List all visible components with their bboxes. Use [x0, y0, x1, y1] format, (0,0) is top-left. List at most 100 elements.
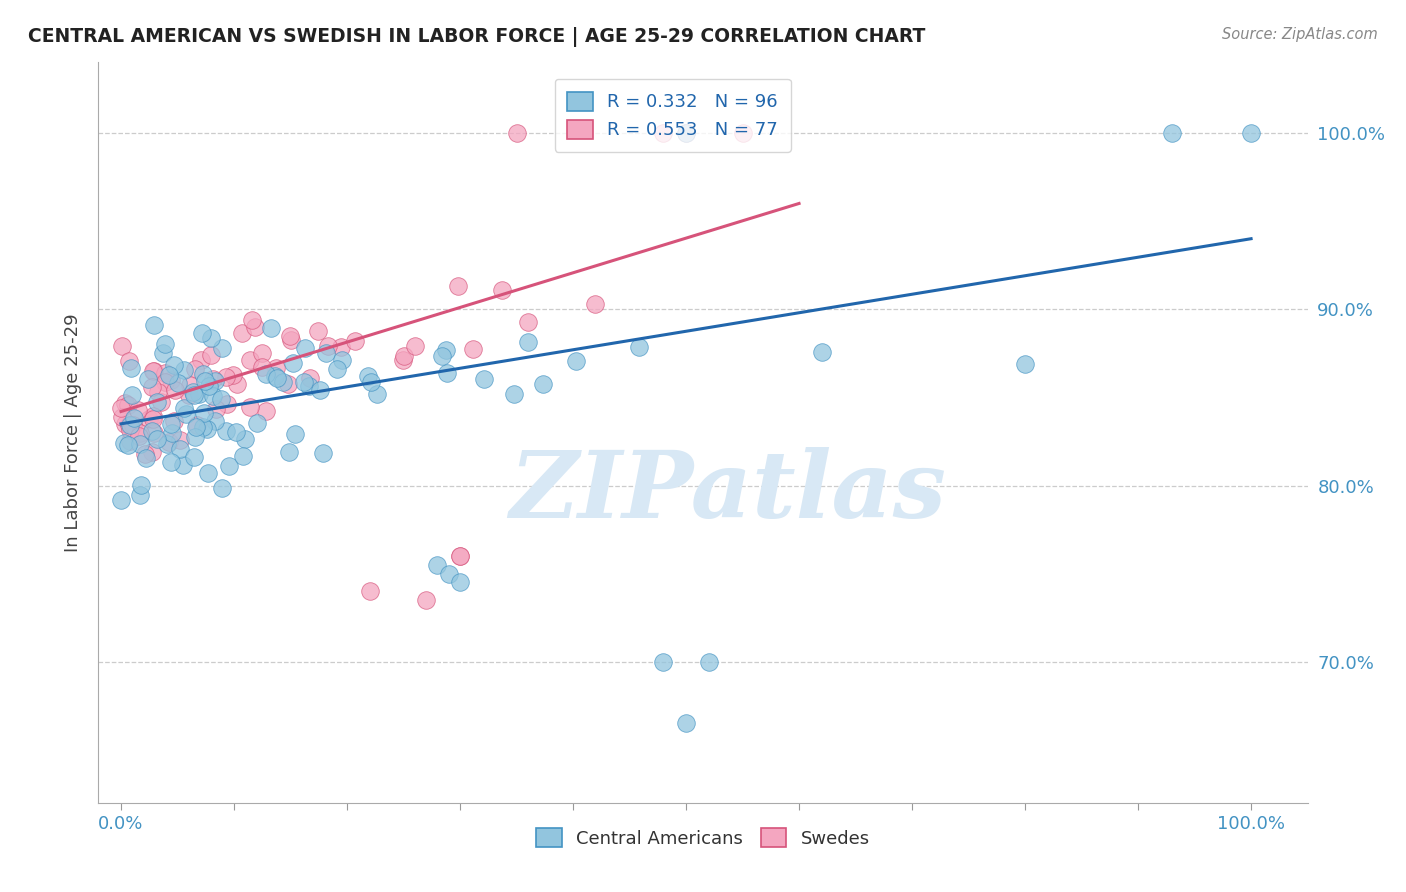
- Point: [503, 386, 526, 401]
- Point: [697, 655, 720, 669]
- Text: ZIPatlas: ZIPatlas: [509, 447, 946, 537]
- Point: [145, 394, 167, 409]
- Point: [215, 369, 238, 384]
- Point: [292, 375, 315, 389]
- Point: [326, 361, 349, 376]
- Point: [146, 384, 169, 399]
- Point: [153, 366, 176, 380]
- Point: [266, 370, 288, 384]
- Point: [117, 418, 139, 433]
- Point: [394, 349, 416, 363]
- Point: [222, 368, 245, 382]
- Text: CENTRAL AMERICAN VS SWEDISH IN LABOR FORCE | AGE 25-29 CORRELATION CHART: CENTRAL AMERICAN VS SWEDISH IN LABOR FOR…: [28, 27, 925, 46]
- Point: [312, 446, 335, 460]
- Point: [531, 377, 554, 392]
- Point: [163, 383, 186, 397]
- Y-axis label: In Labor Force | Age 25-29: In Labor Force | Age 25-29: [63, 313, 82, 552]
- Point: [114, 435, 136, 450]
- Point: [184, 362, 207, 376]
- Legend: Central Americans, Swedes: Central Americans, Swedes: [527, 819, 879, 856]
- Point: [218, 459, 240, 474]
- Point: [1014, 357, 1036, 371]
- Point: [159, 368, 181, 383]
- Point: [731, 126, 754, 140]
- Point: [150, 394, 173, 409]
- Point: [142, 412, 165, 426]
- Point: [315, 346, 337, 360]
- Point: [188, 386, 211, 401]
- Point: [652, 126, 675, 140]
- Point: [114, 417, 136, 432]
- Point: [163, 358, 186, 372]
- Point: [415, 593, 437, 607]
- Point: [277, 376, 299, 391]
- Point: [298, 379, 321, 393]
- Point: [432, 349, 454, 363]
- Point: [117, 398, 139, 412]
- Point: [583, 297, 606, 311]
- Point: [186, 419, 208, 434]
- Point: [117, 437, 139, 451]
- Point: [200, 331, 222, 345]
- Point: [160, 373, 183, 387]
- Point: [245, 320, 267, 334]
- Point: [250, 346, 273, 360]
- Point: [122, 411, 145, 425]
- Point: [217, 397, 239, 411]
- Point: [449, 575, 471, 590]
- Point: [359, 584, 381, 599]
- Point: [118, 354, 141, 368]
- Point: [129, 478, 152, 492]
- Point: [153, 337, 176, 351]
- Point: [215, 424, 238, 438]
- Point: [184, 430, 207, 444]
- Point: [173, 401, 195, 416]
- Point: [157, 435, 180, 450]
- Point: [174, 407, 197, 421]
- Point: [294, 342, 316, 356]
- Point: [167, 376, 190, 390]
- Point: [190, 352, 212, 367]
- Point: [652, 655, 675, 669]
- Point: [491, 283, 513, 297]
- Point: [1240, 126, 1263, 140]
- Point: [129, 437, 152, 451]
- Point: [308, 384, 330, 398]
- Point: [136, 372, 159, 386]
- Point: [142, 364, 165, 378]
- Point: [329, 340, 352, 354]
- Point: [449, 549, 471, 563]
- Point: [183, 388, 205, 402]
- Point: [366, 386, 388, 401]
- Point: [239, 401, 262, 415]
- Point: [461, 342, 484, 356]
- Point: [156, 437, 179, 451]
- Point: [225, 425, 247, 439]
- Point: [183, 450, 205, 464]
- Point: [231, 326, 253, 340]
- Point: [194, 374, 217, 388]
- Point: [169, 442, 191, 457]
- Point: [121, 388, 143, 402]
- Point: [260, 321, 283, 335]
- Point: [181, 384, 204, 399]
- Point: [277, 445, 299, 459]
- Point: [675, 716, 697, 731]
- Point: [160, 417, 183, 431]
- Point: [316, 339, 339, 353]
- Point: [121, 417, 143, 432]
- Point: [191, 419, 214, 434]
- Point: [179, 388, 201, 402]
- Point: [146, 432, 169, 446]
- Point: [360, 376, 382, 390]
- Point: [172, 458, 194, 472]
- Point: [449, 549, 471, 563]
- Point: [437, 566, 460, 581]
- Point: [118, 423, 141, 437]
- Point: [426, 558, 449, 572]
- Point: [160, 426, 183, 441]
- Point: [1161, 126, 1184, 140]
- Point: [200, 348, 222, 362]
- Point: [186, 417, 208, 432]
- Point: [226, 376, 249, 391]
